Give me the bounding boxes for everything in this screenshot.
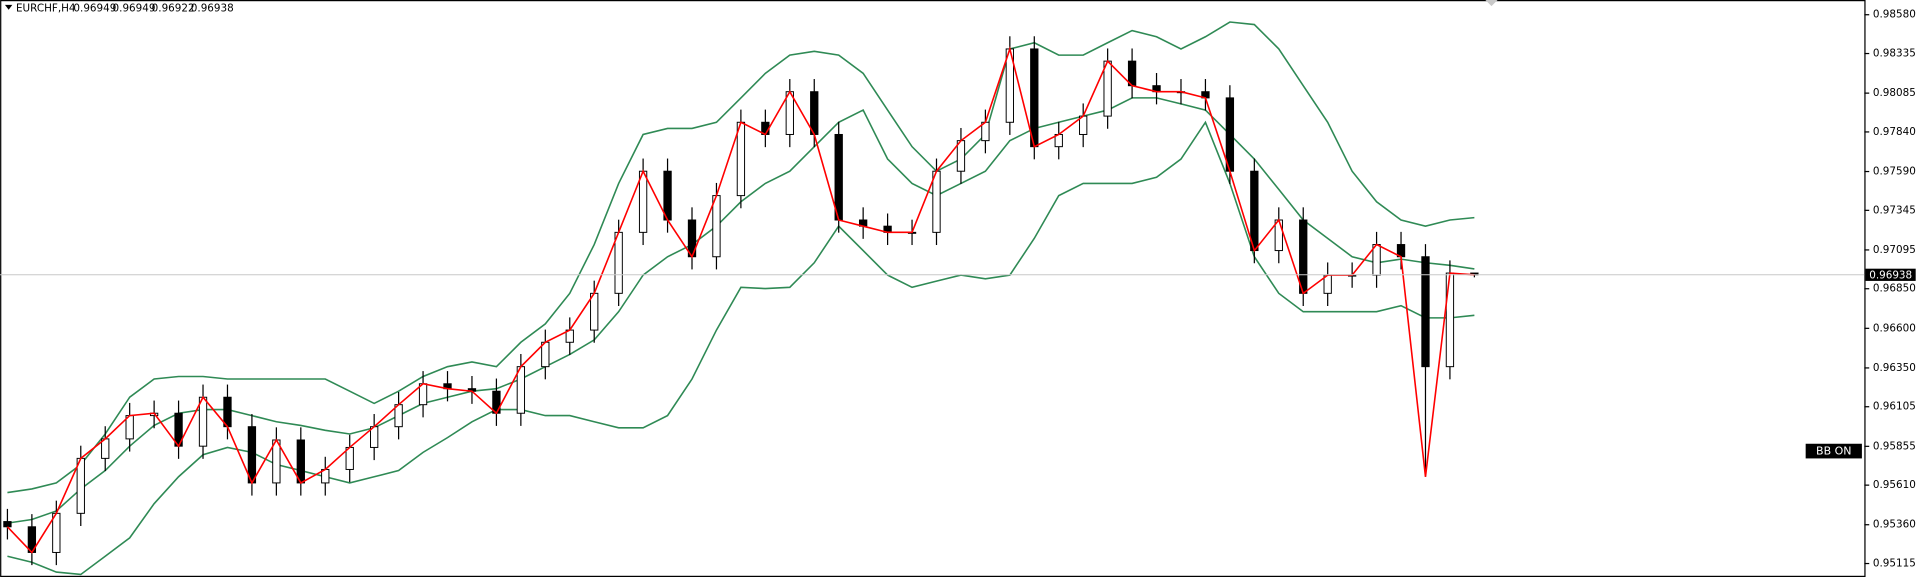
band-line — [7, 21, 1475, 494]
candle-body — [785, 91, 794, 135]
y-tick-label: 0.95610 — [1873, 479, 1916, 491]
zigzag-line — [6, 46, 1475, 554]
candle-body — [1103, 60, 1112, 117]
y-tick-label: 0.96350 — [1873, 362, 1916, 374]
candle-body — [956, 140, 966, 172]
candle-body — [736, 121, 746, 197]
indicator-label: BB ON — [1816, 445, 1851, 458]
header-open: 0.96949 — [73, 3, 116, 15]
candle-body — [834, 133, 843, 221]
candle-body — [76, 457, 85, 514]
candle-body — [3, 521, 12, 528]
y-tick-label: 0.98580 — [1873, 9, 1916, 21]
candle-body — [1445, 272, 1455, 368]
header-low: 0.96922 — [152, 3, 195, 15]
y-tick-label: 0.95360 — [1873, 519, 1916, 531]
candle-body — [516, 366, 526, 414]
candle-body — [272, 439, 281, 484]
candle-body — [223, 396, 232, 428]
candle-body — [932, 170, 941, 233]
indicator-box — [1805, 443, 1862, 459]
candle-body — [1299, 219, 1308, 294]
header-close: 0.96938 — [191, 3, 234, 15]
candle-body — [296, 439, 305, 484]
candle-body — [590, 292, 599, 331]
candles-layer — [3, 36, 1479, 566]
y-tick-label: 0.96600 — [1873, 322, 1916, 334]
header-arrow — [4, 4, 13, 10]
candle-body — [712, 195, 721, 258]
y-tick-label: 0.98085 — [1873, 87, 1916, 99]
y-tick-label: 0.97590 — [1873, 166, 1916, 178]
candle-body — [1421, 256, 1430, 368]
symbol: EURCHF,H4 — [16, 3, 76, 15]
price-tag-label: 0.96938 — [1869, 269, 1912, 281]
y-tick-label: 0.95855 — [1873, 440, 1916, 452]
candle-body — [1250, 170, 1259, 252]
candle-body — [52, 512, 61, 553]
y-tick-label: 0.96850 — [1873, 283, 1916, 295]
zigzag-layer — [6, 46, 1475, 554]
candle-body — [810, 91, 819, 135]
y-tick-label: 0.96105 — [1873, 401, 1916, 413]
price-tag — [1865, 268, 1916, 281]
y-tick-label: 0.97095 — [1873, 244, 1916, 256]
candle-body — [1030, 48, 1039, 148]
candle-body — [663, 170, 672, 221]
candle-body — [1372, 244, 1381, 276]
y-tick-label: 0.95115 — [1873, 558, 1916, 570]
axis-layer: 0.98580 0.98335 0.98085 0.97840 0.97590 0.973… — [0, 9, 1916, 570]
y-tick-label: 0.97840 — [1873, 126, 1916, 138]
candle-body — [1225, 97, 1235, 172]
y-tick-label: 0.98335 — [1873, 48, 1916, 60]
candle-body — [198, 396, 208, 447]
candle-body — [1274, 219, 1283, 252]
y-tick-label: 0.97345 — [1873, 204, 1916, 216]
plot-frame — [0, 0, 1866, 577]
shift-marker — [1485, 0, 1498, 7]
candle-body — [614, 231, 623, 294]
header-high: 0.96949 — [113, 3, 156, 15]
candle-body — [638, 170, 648, 233]
candle-body — [247, 426, 257, 484]
